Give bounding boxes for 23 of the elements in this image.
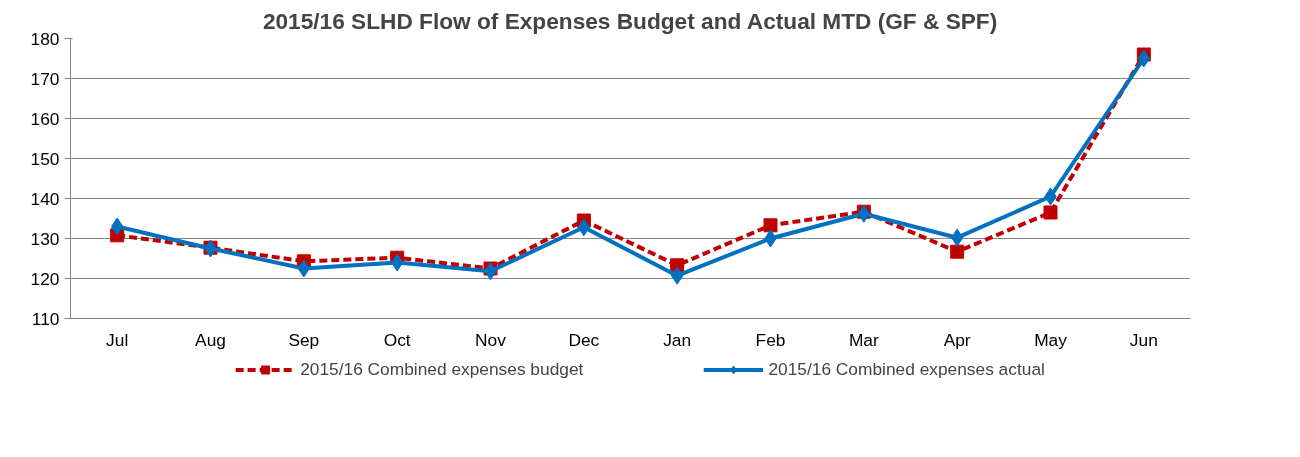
x-tick-label: Dec [568, 329, 600, 350]
x-tick-label: Apr [943, 329, 971, 350]
y-tick-label: 170 [30, 68, 60, 89]
x-tick-label: Nov [475, 329, 507, 350]
y-tick-label: 180 [30, 28, 60, 49]
x-tick-label: Feb [755, 329, 786, 350]
x-tick-label: Mar [848, 329, 879, 350]
y-tick-label: 140 [30, 188, 60, 209]
x-tick-label: Jan [663, 329, 692, 350]
y-tick-label: 120 [30, 268, 60, 289]
y-tick-label: 160 [30, 108, 60, 129]
legend-label: 2015/16 Combined expenses actual [768, 358, 1045, 380]
x-tick-label: Jul [106, 329, 129, 350]
y-tick-label: 110 [31, 308, 60, 329]
x-tick-label: Sep [288, 329, 320, 350]
x-tick-label: Jun [1129, 329, 1158, 350]
x-tick-label: Aug [195, 329, 226, 350]
y-tick-label: 130 [30, 228, 60, 249]
x-tick-label: May [1034, 329, 1068, 350]
y-tick-label: 150 [30, 148, 60, 169]
chart-title: 2015/16 SLHD Flow of Expenses Budget and Actual MTD (GF & SPF) [262, 7, 998, 34]
x-tick-label: Oct [383, 329, 411, 350]
legend-label: 2015/16 Combined expenses budget [300, 358, 584, 380]
